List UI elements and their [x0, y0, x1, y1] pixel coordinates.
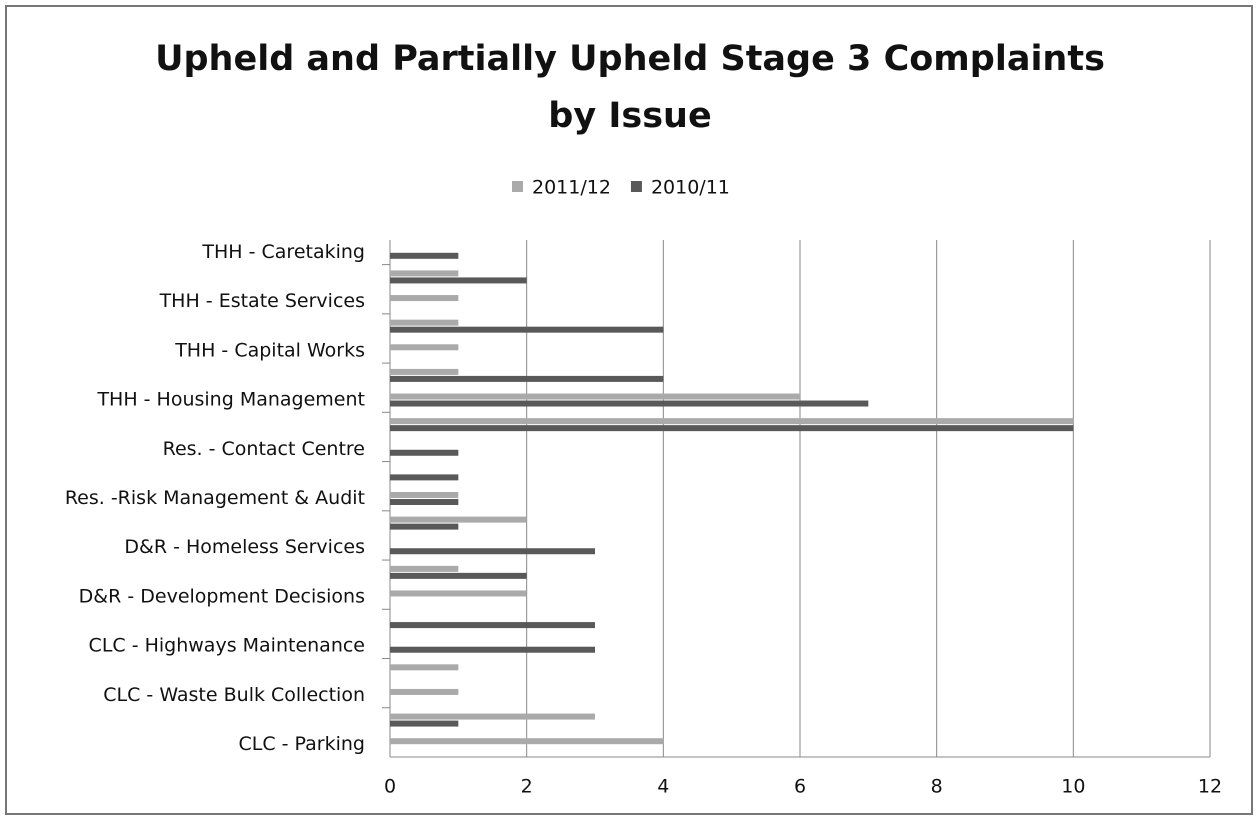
bar	[390, 622, 595, 629]
bar	[390, 344, 459, 351]
bar	[390, 270, 459, 277]
bar	[390, 688, 459, 695]
bar	[390, 295, 459, 302]
bar	[390, 572, 527, 579]
y-tick-label: CLC - Waste Bulk Collection	[103, 684, 365, 706]
legend-swatch	[630, 181, 642, 192]
legend-label: 2011/12	[532, 177, 611, 199]
y-tick-label: THH - Caretaking	[201, 241, 365, 263]
bar	[390, 418, 1074, 425]
legend-label: 2010/11	[651, 177, 730, 199]
x-tick-label: 0	[384, 776, 396, 798]
bar	[390, 720, 459, 727]
y-tick-label: CLC - Parking	[239, 733, 366, 755]
bar	[390, 590, 527, 597]
bar	[390, 713, 595, 720]
x-tick-label: 8	[931, 776, 943, 798]
bar	[390, 375, 664, 382]
bar	[390, 400, 869, 407]
bar	[390, 499, 459, 505]
y-tick-label: D&R - Homeless Services	[124, 536, 365, 558]
x-tick-label: 4	[657, 776, 669, 798]
chart-title: Upheld and Partially Upheld Stage 3 Comp…	[155, 39, 1105, 79]
y-tick-label: THH - Estate Services	[159, 290, 365, 312]
y-tick-label: THH - Housing Management	[96, 389, 365, 411]
bar	[390, 393, 800, 400]
x-tick-label: 2	[521, 776, 533, 798]
y-tick-label: D&R - Development Decisions	[79, 585, 365, 607]
bar	[390, 548, 595, 555]
chart-title: by Issue	[548, 96, 711, 136]
legend-swatch	[512, 181, 523, 192]
bar	[390, 646, 595, 653]
bar	[390, 516, 527, 523]
bar	[390, 474, 459, 481]
bar	[390, 319, 459, 326]
bar	[390, 738, 664, 745]
bar	[390, 277, 527, 284]
y-tick-label: THH - Capital Works	[174, 339, 365, 361]
bar	[390, 664, 459, 671]
bar	[390, 252, 459, 259]
chart-frame	[5, 5, 1253, 815]
y-tick-label: Res. - Contact Centre	[163, 438, 365, 460]
bar	[390, 565, 459, 572]
bar	[390, 425, 1074, 432]
x-tick-label: 12	[1198, 776, 1222, 798]
x-tick-label: 6	[794, 776, 806, 798]
bar	[390, 449, 459, 456]
y-tick-label: CLC - Highways Maintenance	[89, 635, 365, 657]
bar	[390, 523, 459, 530]
bar	[390, 326, 664, 333]
x-tick-label: 10	[1061, 776, 1085, 798]
y-tick-label: Res. -Risk Management & Audit	[65, 487, 365, 509]
bar	[390, 368, 459, 375]
bar	[390, 492, 459, 498]
